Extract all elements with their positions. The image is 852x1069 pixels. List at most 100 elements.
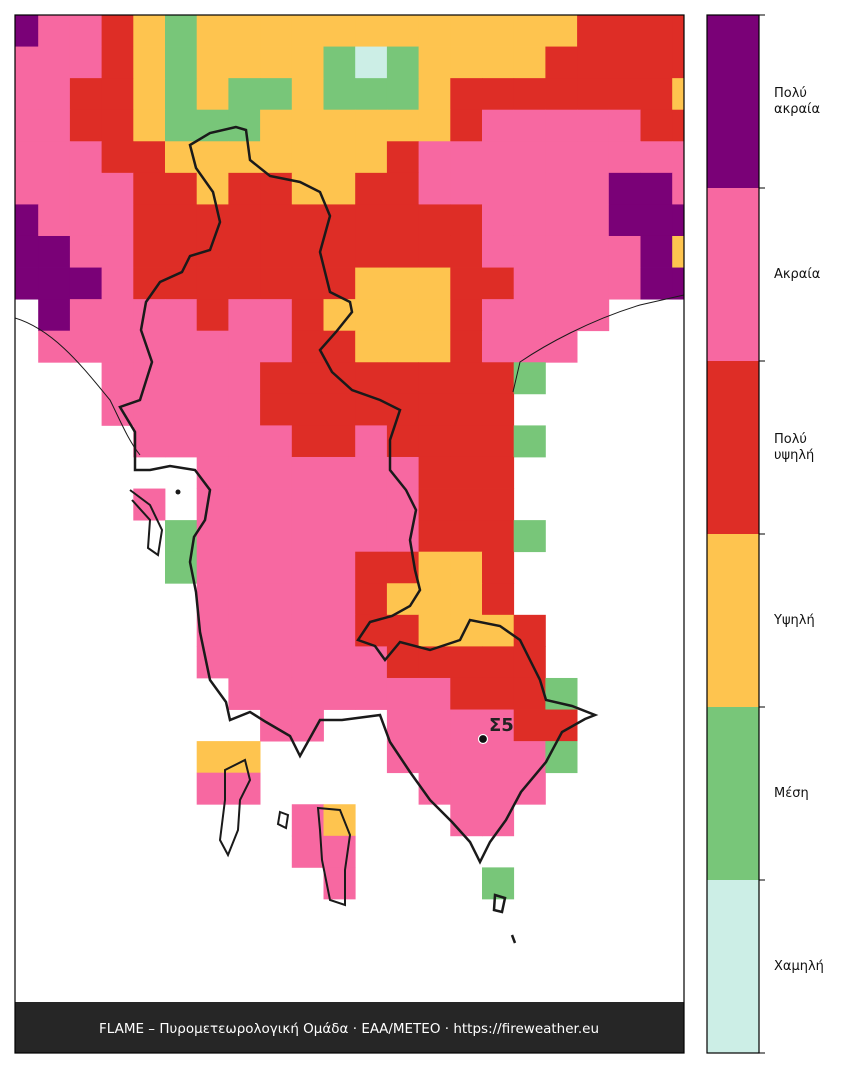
grid-cell bbox=[260, 677, 293, 710]
grid-cell bbox=[38, 267, 71, 300]
grid-cell bbox=[260, 583, 293, 616]
island bbox=[218, 758, 252, 858]
legend-label: Ακραία bbox=[774, 266, 821, 282]
grid-cell bbox=[450, 235, 483, 268]
grid-cell bbox=[323, 677, 356, 710]
grid-cell bbox=[355, 488, 388, 521]
grid-cell bbox=[418, 235, 451, 268]
grid-cell bbox=[323, 614, 356, 647]
grid-cell bbox=[133, 15, 166, 47]
grid-cell bbox=[450, 204, 483, 237]
grid-cell bbox=[450, 299, 483, 332]
grid-cell bbox=[450, 425, 483, 458]
grid-cell bbox=[672, 15, 684, 47]
grid-cell bbox=[260, 551, 293, 584]
grid-cell bbox=[482, 772, 515, 805]
grid-cell bbox=[196, 204, 229, 237]
grid-cell bbox=[608, 235, 641, 268]
grid-cell bbox=[228, 583, 261, 616]
grid-cell bbox=[228, 425, 261, 458]
grid-cell bbox=[323, 583, 356, 616]
grid-cell bbox=[38, 235, 71, 268]
grid-cell bbox=[355, 46, 388, 79]
grid-cell bbox=[101, 172, 134, 205]
grid-cell bbox=[196, 15, 229, 47]
grid-cell bbox=[418, 772, 451, 805]
grid-cell bbox=[577, 235, 610, 268]
grid-cell bbox=[228, 204, 261, 237]
grid-cell bbox=[450, 46, 483, 79]
grid-cell bbox=[482, 78, 515, 111]
grid-cell bbox=[101, 362, 134, 395]
grid-cell bbox=[513, 267, 546, 300]
grid-cell bbox=[38, 172, 71, 205]
grid-cell bbox=[291, 709, 324, 742]
grid-cell bbox=[418, 520, 451, 553]
grid-cell bbox=[133, 299, 166, 332]
grid-cell bbox=[355, 425, 388, 458]
grid-cell bbox=[228, 741, 261, 774]
grid-cell bbox=[260, 393, 293, 426]
grid-cell bbox=[15, 204, 39, 237]
grid-cell bbox=[323, 835, 356, 868]
grid-cell bbox=[577, 267, 610, 300]
grid-cell bbox=[418, 614, 451, 647]
grid-cell bbox=[608, 204, 641, 237]
grid-cell bbox=[418, 646, 451, 679]
grid-cell bbox=[482, 867, 515, 900]
grid-cell bbox=[418, 267, 451, 300]
grid-cell bbox=[418, 741, 451, 774]
grid-cell bbox=[291, 267, 324, 300]
grid-cell bbox=[482, 551, 515, 584]
grid-cell bbox=[69, 15, 102, 47]
grid-cell bbox=[418, 330, 451, 363]
grid-cell bbox=[355, 267, 388, 300]
grid-cell bbox=[482, 267, 515, 300]
grid-cell bbox=[418, 709, 451, 742]
island bbox=[492, 893, 517, 944]
grid-cell bbox=[450, 393, 483, 426]
grid-cell bbox=[196, 78, 229, 111]
grid-cell bbox=[196, 646, 229, 679]
grid-cell bbox=[482, 172, 515, 205]
footer-band bbox=[15, 1002, 684, 1053]
grid-cell bbox=[418, 46, 451, 79]
grid-cell bbox=[545, 172, 578, 205]
grid-cell bbox=[260, 299, 293, 332]
grid-cell bbox=[513, 299, 546, 332]
grid-cell bbox=[101, 267, 134, 300]
grid-cell bbox=[291, 614, 324, 647]
grid-cell bbox=[101, 78, 134, 111]
map-frame bbox=[14, 14, 685, 1054]
grid-cell bbox=[482, 299, 515, 332]
grid-cell bbox=[323, 425, 356, 458]
grid-cell bbox=[260, 709, 293, 742]
grid-cell bbox=[608, 15, 641, 47]
grid-cell bbox=[101, 109, 134, 142]
grid-cell bbox=[260, 109, 293, 142]
grid-cell bbox=[15, 267, 39, 300]
grid-cell bbox=[513, 15, 546, 47]
grid-cell bbox=[545, 15, 578, 47]
grid-cell bbox=[386, 15, 419, 47]
grid-cell bbox=[545, 46, 578, 79]
grid-cell bbox=[228, 141, 261, 174]
grid-cell bbox=[386, 709, 419, 742]
grid-cell bbox=[228, 551, 261, 584]
grid bbox=[15, 15, 684, 900]
grid-cell bbox=[228, 456, 261, 489]
grid-cell bbox=[196, 456, 229, 489]
grid-cell bbox=[418, 299, 451, 332]
grid-cell bbox=[418, 204, 451, 237]
grid-cell bbox=[69, 172, 102, 205]
grid-cell bbox=[323, 551, 356, 584]
grid-cell bbox=[640, 204, 673, 237]
grid-cell bbox=[672, 204, 684, 237]
grid-cell bbox=[482, 362, 515, 395]
grid-cell bbox=[513, 172, 546, 205]
island bbox=[276, 810, 290, 830]
grid-cell bbox=[196, 488, 229, 521]
grid-cell bbox=[260, 141, 293, 174]
grid-cell bbox=[386, 235, 419, 268]
grid-cell bbox=[672, 141, 684, 174]
